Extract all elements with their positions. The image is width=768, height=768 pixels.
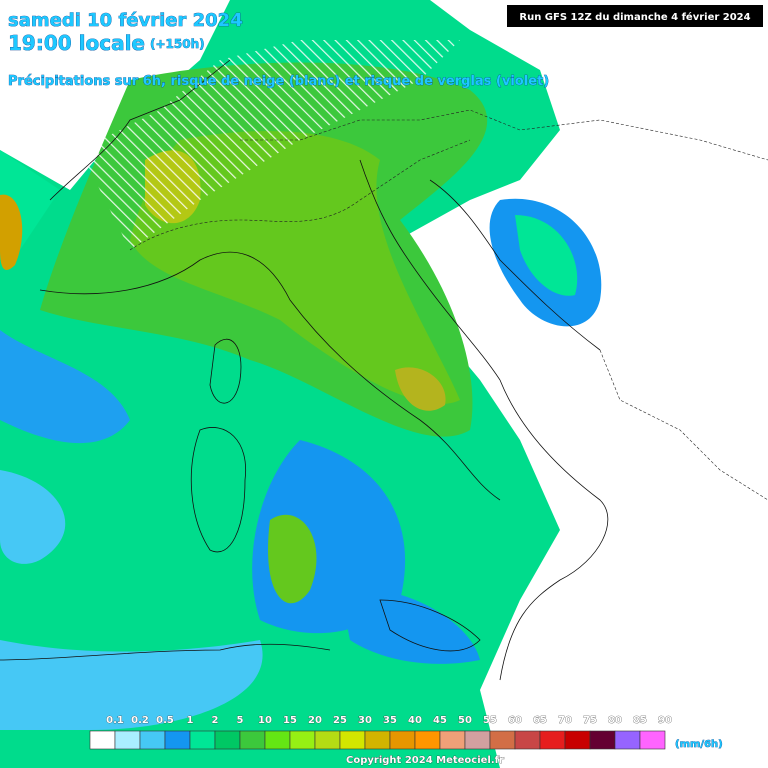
legend-swatch	[364, 730, 391, 750]
legend-label: 15	[283, 715, 297, 726]
legend-swatch	[339, 730, 366, 750]
legend-label: 70	[558, 715, 572, 726]
legend-label: 2	[212, 715, 219, 726]
legend-label: 0.5	[156, 715, 174, 726]
legend-label: 60	[508, 715, 522, 726]
legend-label: 85	[633, 715, 647, 726]
legend-swatch	[114, 730, 141, 750]
legend-label: 65	[533, 715, 547, 726]
legend-swatch	[639, 730, 666, 750]
date: samedi 10 février 2024	[8, 10, 243, 31]
legend-label: 1	[187, 715, 194, 726]
legend-swatch	[414, 730, 441, 750]
legend-label: 25	[333, 715, 347, 726]
legend: 0.1 0.2 0.5 1 2 5 10 15 20 25 30 35 40 45 50 55 60 65 70 75…	[89, 715, 672, 750]
legend-label: 30	[358, 715, 372, 726]
subtitle: Précipitations sur 6h, risque de neige (…	[8, 74, 549, 89]
legend-swatch	[539, 730, 566, 750]
copyright: Copyright 2024 Meteociel.fr	[346, 755, 504, 766]
time: 19:00 locale	[8, 31, 145, 55]
legend-label: 40	[408, 715, 422, 726]
legend-swatch	[614, 730, 641, 750]
legend-unit: (mm/6h)	[675, 739, 723, 750]
legend-swatch	[239, 730, 266, 750]
lead-time: (+150h)	[150, 37, 205, 51]
legend-swatch	[139, 730, 166, 750]
coastlines	[0, 59, 768, 681]
legend-label: 5	[237, 715, 244, 726]
legend-swatch	[439, 730, 466, 750]
legend-label: 10	[258, 715, 272, 726]
legend-label: 80	[608, 715, 622, 726]
legend-label: 45	[433, 715, 447, 726]
legend-swatch	[89, 730, 116, 750]
legend-swatch	[314, 730, 341, 750]
legend-label: 50	[458, 715, 472, 726]
legend-label: 90	[658, 715, 672, 726]
legend-swatch	[564, 730, 591, 750]
legend-label: 20	[308, 715, 322, 726]
legend-swatch	[214, 730, 241, 750]
legend-label: 75	[583, 715, 597, 726]
legend-swatch	[264, 730, 291, 750]
legend-swatch	[389, 730, 416, 750]
legend-swatch	[589, 730, 616, 750]
legend-label: 0.2	[131, 715, 149, 726]
legend-label: 55	[483, 715, 497, 726]
legend-swatch	[464, 730, 491, 750]
run-info: Run GFS 12Z du dimanche 4 février 2024	[519, 11, 750, 23]
legend-swatch	[489, 730, 516, 750]
legend-swatch	[189, 730, 216, 750]
legend-label: 0.1	[106, 715, 124, 726]
legend-swatch	[164, 730, 191, 750]
legend-swatch	[289, 730, 316, 750]
legend-label: 35	[383, 715, 397, 726]
legend-swatch	[514, 730, 541, 750]
run-box	[507, 5, 763, 27]
